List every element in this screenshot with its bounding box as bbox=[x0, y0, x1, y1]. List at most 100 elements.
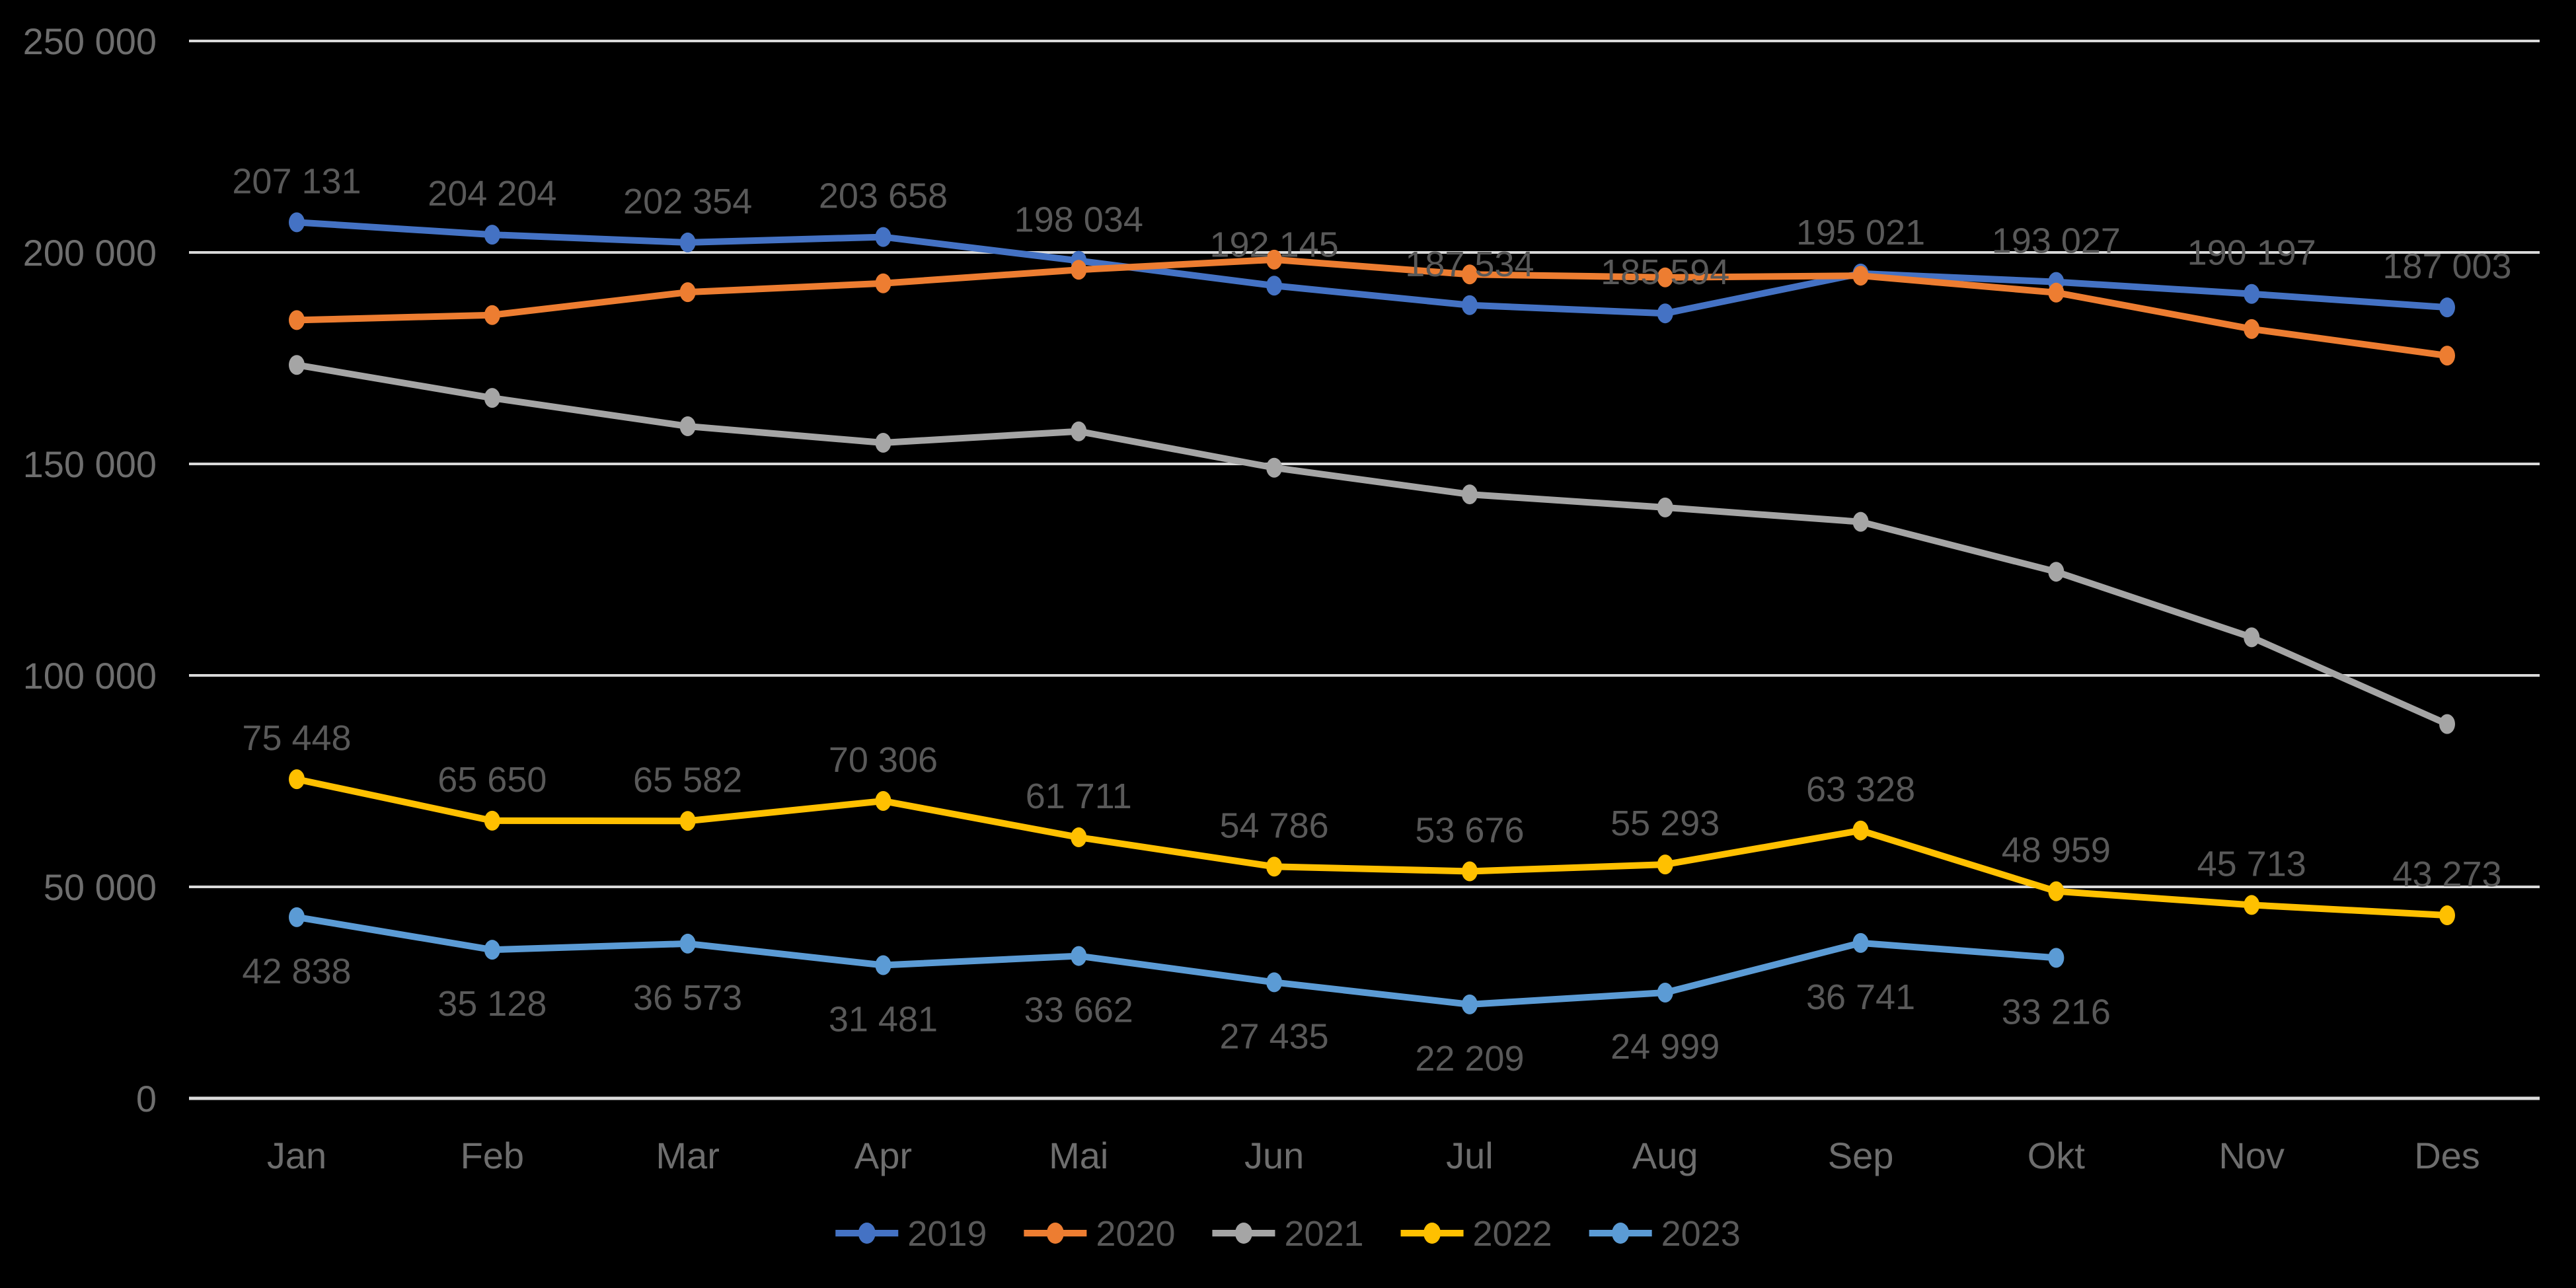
data-label-2022: 65 650 bbox=[437, 760, 547, 800]
data-label-2019: 190 197 bbox=[2187, 233, 2316, 273]
data-point-2020 bbox=[289, 310, 305, 330]
data-label-2019: 207 131 bbox=[232, 161, 361, 201]
data-point-2021 bbox=[875, 433, 891, 453]
legend-marker-point-2020[interactable] bbox=[1046, 1223, 1064, 1244]
data-point-2023 bbox=[1461, 994, 1478, 1014]
series-line-2020 bbox=[293, 256, 2450, 360]
data-label-2022: 53 676 bbox=[1415, 810, 1524, 850]
data-label-2022: 61 711 bbox=[1026, 777, 1132, 816]
legend-marker-point-2022[interactable] bbox=[1423, 1223, 1441, 1244]
legend-label-2021[interactable]: 2021 bbox=[1284, 1214, 1363, 1254]
x-axis-tick-label: Mai bbox=[1049, 1135, 1108, 1176]
data-label-2023: 35 128 bbox=[437, 984, 547, 1024]
y-axis-tick-label: 100 000 bbox=[23, 655, 157, 697]
data-label-2022: 63 328 bbox=[1806, 770, 1915, 810]
data-point-2022 bbox=[2244, 895, 2260, 915]
data-point-2023 bbox=[289, 907, 305, 927]
data-point-2023 bbox=[1852, 932, 1869, 953]
data-point-2020 bbox=[1657, 267, 1673, 287]
data-point-2019 bbox=[1266, 276, 1283, 296]
data-point-2022 bbox=[679, 811, 696, 831]
data-label-2019: 198 034 bbox=[1014, 200, 1143, 240]
data-point-2020 bbox=[2048, 282, 2065, 303]
y-axis-tick-label: 0 bbox=[136, 1078, 157, 1119]
data-label-2023: 36 741 bbox=[1806, 977, 1915, 1017]
legend-marker-point-2023[interactable] bbox=[1612, 1223, 1630, 1244]
data-point-2020 bbox=[2439, 346, 2455, 366]
data-point-2022 bbox=[1461, 861, 1478, 882]
data-label-2023: 31 481 bbox=[829, 1000, 938, 1040]
data-label-2019: 192 145 bbox=[1209, 225, 1338, 264]
data-point-2019 bbox=[2439, 297, 2455, 318]
data-point-2022 bbox=[2048, 881, 2065, 901]
data-point-2022 bbox=[1071, 827, 1087, 848]
data-point-2023 bbox=[875, 955, 891, 975]
data-point-2019 bbox=[875, 227, 891, 247]
x-axis-tick-label: Feb bbox=[461, 1135, 525, 1176]
data-point-2021 bbox=[1657, 497, 1673, 517]
x-axis-tick-label: Jun bbox=[1244, 1135, 1304, 1176]
data-point-2019 bbox=[2244, 284, 2260, 304]
legend-label-2023[interactable]: 2023 bbox=[1661, 1214, 1741, 1254]
legend-marker-point-2019[interactable] bbox=[858, 1223, 876, 1244]
data-label-2019: 204 204 bbox=[428, 174, 556, 213]
data-point-2022 bbox=[1852, 820, 1869, 841]
series-line-2021 bbox=[293, 361, 2450, 728]
data-point-2021 bbox=[2048, 562, 2065, 582]
data-label-2022: 70 306 bbox=[829, 740, 938, 780]
data-label-2023: 36 573 bbox=[633, 978, 742, 1018]
data-point-2022 bbox=[875, 791, 891, 812]
series-line-2022 bbox=[293, 776, 2450, 919]
data-label-2023: 42 838 bbox=[242, 952, 351, 991]
data-point-2020 bbox=[1266, 249, 1283, 270]
data-point-2021 bbox=[1461, 484, 1478, 505]
data-label-2023: 22 209 bbox=[1415, 1039, 1524, 1079]
data-label-2019: 187 003 bbox=[2382, 246, 2511, 286]
x-axis-tick-label: Jul bbox=[1446, 1135, 1494, 1176]
data-point-2019 bbox=[679, 232, 696, 252]
y-axis-tick-label: 200 000 bbox=[23, 232, 157, 274]
y-axis-tick-label: 250 000 bbox=[23, 20, 157, 62]
data-label-2022: 55 293 bbox=[1610, 804, 1720, 843]
data-label-2019: 187 534 bbox=[1405, 245, 1534, 284]
data-point-2020 bbox=[484, 305, 500, 325]
data-label-2022: 65 582 bbox=[633, 760, 742, 800]
data-point-2021 bbox=[1266, 457, 1283, 478]
data-label-2023: 33 216 bbox=[2002, 992, 2111, 1032]
data-point-2022 bbox=[289, 769, 305, 790]
data-point-2020 bbox=[875, 273, 891, 293]
legend-label-2019[interactable]: 2019 bbox=[907, 1214, 987, 1254]
data-label-2019: 185 594 bbox=[1601, 252, 1729, 292]
data-point-2021 bbox=[289, 355, 305, 375]
data-label-2022: 48 959 bbox=[2002, 831, 2111, 870]
legend-marker-point-2021[interactable] bbox=[1234, 1223, 1252, 1244]
series-line-2023 bbox=[293, 913, 2060, 1008]
legend-label-2022[interactable]: 2022 bbox=[1473, 1214, 1552, 1254]
data-label-2019: 202 354 bbox=[623, 182, 752, 221]
data-point-2022 bbox=[2439, 905, 2455, 926]
legend-label-2020[interactable]: 2020 bbox=[1096, 1214, 1175, 1254]
y-axis-tick-label: 150 000 bbox=[23, 443, 157, 485]
data-label-2022: 45 713 bbox=[2197, 844, 2306, 884]
data-point-2023 bbox=[1071, 946, 1087, 966]
data-point-2021 bbox=[2244, 627, 2260, 648]
x-axis-tick-label: Apr bbox=[854, 1135, 912, 1176]
data-point-2019 bbox=[1657, 303, 1673, 324]
y-axis-tick-label: 50 000 bbox=[44, 866, 157, 908]
data-point-2022 bbox=[1657, 854, 1673, 875]
data-point-2021 bbox=[1071, 421, 1087, 441]
data-point-2022 bbox=[1266, 856, 1283, 877]
x-axis-tick-label: Mar bbox=[656, 1135, 719, 1176]
data-point-2022 bbox=[484, 810, 500, 831]
x-axis-tick-label: Jan bbox=[267, 1135, 326, 1176]
x-axis-tick-label: Okt bbox=[2027, 1135, 2086, 1176]
x-axis-tick-label: Nov bbox=[2218, 1135, 2285, 1176]
data-point-2019 bbox=[1461, 295, 1478, 315]
data-point-2020 bbox=[1852, 266, 1869, 286]
data-label-2019: 203 658 bbox=[819, 176, 948, 216]
data-label-2023: 27 435 bbox=[1220, 1016, 1329, 1056]
data-point-2021 bbox=[2439, 714, 2455, 734]
